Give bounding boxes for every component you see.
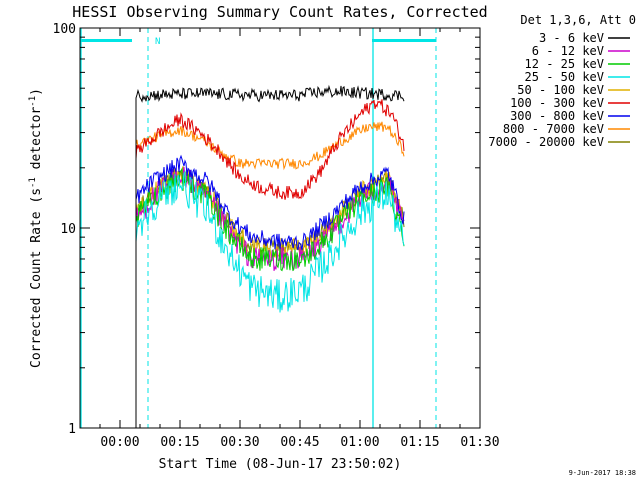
night-bar-0 [80, 39, 132, 42]
y-axis-label-part: -1 [28, 177, 38, 188]
legend-label-3: 25 - 50 keV [525, 70, 604, 84]
legend-label-7: 800 - 7000 keV [503, 122, 604, 136]
legend-label-6: 300 - 800 keV [510, 109, 604, 123]
plot-area: N [80, 28, 437, 428]
orbit-label-0: N [155, 37, 160, 47]
x-axis-label: Start Time (08-Jun-17 23:50:02) [159, 457, 402, 472]
series-line-6 [135, 154, 405, 428]
legend-label-1: 6 - 12 keV [532, 44, 604, 58]
legend-label-4: 50 - 100 keV [517, 83, 604, 97]
footer-timestamp: 9-Jun-2017 18:38 [569, 469, 636, 477]
y-tick-label-0: 1 [68, 422, 76, 437]
x-tick-label-4: 01:00 [340, 435, 379, 450]
x-tick-label-6: 01:30 [460, 435, 499, 450]
legend-label-5: 100 - 300 keV [510, 96, 604, 110]
x-tick-label-3: 00:45 [280, 435, 319, 450]
y-axis-label-part: detector [29, 107, 44, 178]
night-bar-1 [372, 39, 436, 42]
y-axis-label: Corrected Count Rate (s-1 detector-1) [28, 88, 44, 368]
series-line-5 [135, 99, 405, 428]
x-tick-label-1: 00:15 [160, 435, 199, 450]
y-axis-label-part: Corrected Count Rate (s [29, 188, 44, 368]
chart-title: HESSI Observing Summary Count Rates, Cor… [72, 3, 487, 21]
legend-label-0: 3 - 6 keV [539, 31, 604, 45]
y-axis-label-part: -1 [28, 96, 38, 107]
legend-label-8: 7000 - 20000 keV [488, 135, 604, 149]
y-tick-label-2: 100 [53, 22, 76, 37]
legend-label-2: 12 - 25 keV [525, 57, 604, 71]
x-tick-label-2: 00:30 [220, 435, 259, 450]
series-line-0 [135, 84, 405, 428]
axes: 00:00 00:15 00:30 00:45 01:00 01:15 01:30 1 10 10… [28, 22, 500, 450]
y-tick-label-1: 10 [60, 222, 76, 237]
plot-frame [79, 27, 481, 429]
series-line-7 [135, 121, 405, 428]
series-line-2 [135, 167, 405, 428]
x-tick-label-0: 00:00 [100, 435, 139, 450]
x-tick-label-5: 01:15 [400, 435, 439, 450]
legend-title: Det 1,3,6, Att 0 [520, 13, 636, 27]
series-line-3 [135, 169, 405, 428]
y-axis-label-part: ) [29, 88, 44, 96]
